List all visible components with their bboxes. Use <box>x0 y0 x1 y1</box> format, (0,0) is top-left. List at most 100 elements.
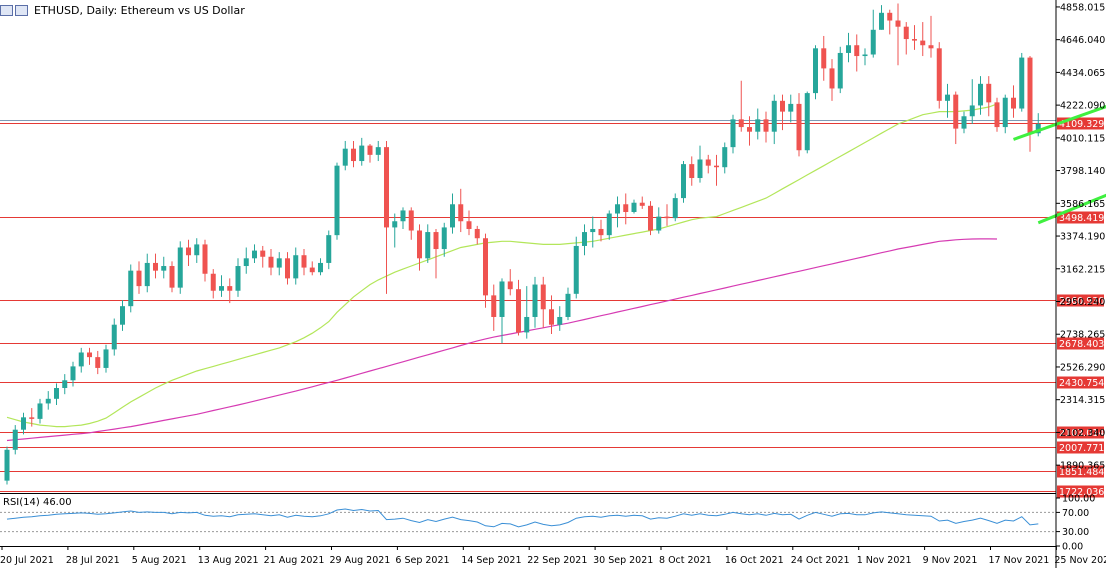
candle-body <box>342 148 348 166</box>
price-tick-label: 4434.065 <box>1060 68 1105 79</box>
candle-body <box>664 216 670 219</box>
candle-body <box>854 45 860 57</box>
candle-body <box>681 164 686 199</box>
candle-body <box>788 103 794 112</box>
candle-body <box>186 247 191 256</box>
candle-body <box>796 103 802 151</box>
candle-body <box>540 284 546 310</box>
candle-body <box>301 255 307 268</box>
candle-body <box>524 316 530 333</box>
time-tick-label: 30 Sep 2021 <box>593 555 653 566</box>
candle-body <box>45 398 51 404</box>
level-price-label: 2007.771 <box>1059 443 1104 454</box>
candle-body <box>978 83 983 106</box>
candle-body <box>384 147 389 228</box>
time-tick-label: 22 Sep 2021 <box>527 555 587 566</box>
candle-body <box>961 116 967 129</box>
candle-body <box>606 213 612 236</box>
level-price-tag <box>1057 426 1104 439</box>
candle-body <box>450 204 455 228</box>
candle-body <box>1035 123 1041 134</box>
candle-body <box>771 100 777 132</box>
candle-body <box>903 26 909 40</box>
time-tick-label: 14 Sep 2021 <box>461 555 521 566</box>
candle-body <box>936 48 942 101</box>
candle-body <box>111 324 117 350</box>
candle-body <box>846 45 851 53</box>
level-price-label: 2960.930 <box>1059 296 1104 307</box>
candle-body <box>392 221 398 228</box>
candle-body <box>54 388 59 399</box>
candle-body <box>87 352 92 358</box>
candle-body <box>986 83 992 103</box>
candle-body <box>293 255 299 279</box>
candle-body <box>202 244 208 274</box>
time-tick-label: 28 Jul 2021 <box>66 555 120 566</box>
candle-body <box>722 147 728 168</box>
candle-body <box>128 270 134 307</box>
level-price-label: 2678.403 <box>1059 339 1104 350</box>
candle-body <box>590 228 596 233</box>
candle-body <box>499 281 505 317</box>
price-tick-label: 2314.315 <box>1060 395 1105 406</box>
rsi-tick-label: 30.00 <box>1062 527 1089 538</box>
candle-body <box>639 202 645 206</box>
candle-body <box>1011 97 1016 109</box>
candle-body <box>656 216 662 231</box>
candle-body <box>648 205 653 231</box>
candle-body <box>689 164 695 179</box>
candle-body <box>994 102 1000 128</box>
candle-body <box>144 262 150 287</box>
candle-body <box>252 250 257 259</box>
candle-body <box>169 266 175 288</box>
candle-body <box>78 352 84 367</box>
level-price-tag <box>1057 485 1104 498</box>
candle-body <box>837 52 843 89</box>
candle-body <box>309 267 315 273</box>
candle-body <box>425 232 431 259</box>
candle-body <box>334 165 340 236</box>
price-tick-label: 3798.140 <box>1060 166 1105 177</box>
time-tick-label: 9 Nov 2021 <box>923 555 978 566</box>
candle-body <box>375 147 381 155</box>
candle-body <box>367 145 373 155</box>
level-price-label: 3498.419 <box>1059 213 1104 224</box>
candle-body <box>243 258 249 267</box>
candle-body <box>821 48 827 69</box>
candle-body <box>945 94 950 101</box>
rsi-line <box>6 508 1039 528</box>
chart-window-icon <box>0 3 30 17</box>
time-tick-label: 5 Aug 2021 <box>132 555 187 566</box>
time-tick-label: 24 Oct 2021 <box>791 555 850 566</box>
price-tick-label: 3586.165 <box>1060 199 1105 210</box>
candle-body <box>631 202 637 212</box>
time-tick-label: 17 Nov 2021 <box>989 555 1050 566</box>
candle-body <box>177 247 183 288</box>
candle-body <box>351 148 356 162</box>
candle-body <box>895 20 901 27</box>
level-price-tag <box>1057 211 1104 224</box>
level-price-label: 2430.754 <box>1059 378 1104 389</box>
time-tick-label: 6 Sep 2021 <box>395 555 449 566</box>
candle-body <box>763 119 769 132</box>
time-tick-label: 13 Aug 2021 <box>198 555 259 566</box>
time-tick-label: 29 Aug 2021 <box>330 555 391 566</box>
candle-body <box>598 228 604 236</box>
price-tick-label: 2526.290 <box>1060 362 1105 373</box>
price-tick-label: 1890.365 <box>1060 461 1105 472</box>
price-tick-label: 4222.090 <box>1060 101 1105 112</box>
candle-body <box>466 221 472 229</box>
candle-body <box>813 48 818 94</box>
candle-body <box>565 293 571 317</box>
candle-body <box>194 244 200 256</box>
time-tick-label: 20 Jul 2021 <box>0 555 54 566</box>
candle-body <box>37 403 43 419</box>
candle-body <box>755 119 761 132</box>
rsi-tick-label: 70.00 <box>1062 508 1089 519</box>
candle-body <box>491 295 497 317</box>
level-price-tag <box>1057 465 1104 478</box>
time-tick-label: 21 Aug 2021 <box>264 555 325 566</box>
price-tick-label: 3374.190 <box>1060 232 1105 243</box>
